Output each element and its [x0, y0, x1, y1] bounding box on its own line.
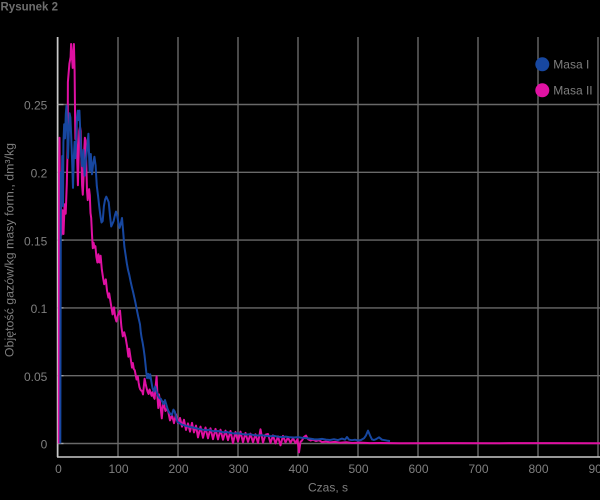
svg-text:0.05: 0.05	[24, 370, 48, 384]
svg-text:200: 200	[168, 462, 188, 476]
svg-text:0.15: 0.15	[24, 234, 48, 248]
svg-text:400: 400	[288, 462, 308, 476]
svg-text:Masa II: Masa II	[553, 84, 592, 98]
svg-text:800: 800	[528, 462, 548, 476]
svg-text:100: 100	[108, 462, 128, 476]
svg-text:Czas, s: Czas, s	[308, 480, 348, 494]
svg-text:600: 600	[408, 462, 428, 476]
svg-text:300: 300	[228, 462, 248, 476]
svg-text:700: 700	[468, 462, 488, 476]
svg-text:900: 900	[588, 462, 600, 476]
svg-text:500: 500	[348, 462, 368, 476]
svg-text:0.1: 0.1	[31, 302, 48, 316]
svg-text:0.2: 0.2	[31, 167, 48, 181]
svg-text:Rysunek 2: Rysunek 2	[1, 2, 59, 14]
svg-text:Objętość gazów/kg masy form.,: Objętość gazów/kg masy form., dm³/kg	[3, 143, 17, 357]
svg-text:0.25: 0.25	[24, 99, 48, 113]
svg-text:0: 0	[55, 462, 62, 476]
svg-text:Masa I: Masa I	[553, 58, 589, 72]
svg-text:0: 0	[41, 438, 48, 452]
